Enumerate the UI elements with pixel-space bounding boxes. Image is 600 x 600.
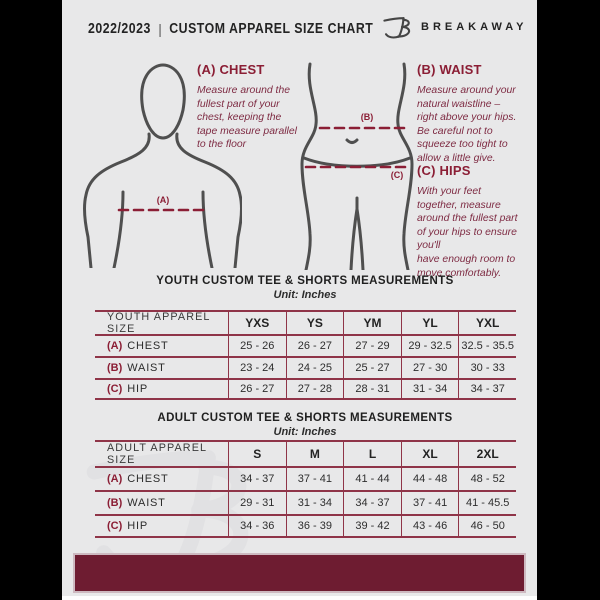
- row-key: (B): [107, 497, 123, 509]
- youth-table-unit: Unit: Inches: [273, 289, 337, 301]
- table-cell: 34 - 37: [228, 466, 286, 490]
- youth-size-label-header: YOUTH APPAREL SIZE: [95, 310, 228, 335]
- chest-section-heading: (A) CHEST: [197, 62, 265, 77]
- row-key: (A): [107, 340, 123, 352]
- adult-size-col-header: L: [343, 440, 401, 466]
- table-cell: 34 - 37: [458, 378, 516, 400]
- table-cell: 37 - 41: [285, 466, 344, 490]
- adult-size-col-header: XL: [400, 440, 459, 466]
- adult-table-unit: Unit: Inches: [273, 426, 337, 438]
- table-cell: 25 - 27: [343, 356, 401, 378]
- youth-size-col-header: YS: [285, 310, 344, 334]
- adult-size-label-header: ADULT APPAREL SIZE: [95, 440, 228, 466]
- table-cell: 27 - 30: [400, 356, 459, 378]
- table-cell: 41 - 45.5: [458, 490, 516, 514]
- table-cell: 29 - 31: [228, 490, 286, 514]
- youth-size-table: YOUTH APPAREL SIZE YXS YS YM YL YXL (A) …: [95, 310, 516, 400]
- row-label: WAIST: [127, 497, 166, 509]
- table-cell: 28 - 31: [343, 378, 401, 400]
- table-cell: 39 - 42: [343, 514, 401, 538]
- youth-hip-row-label: (C) HIP: [95, 378, 228, 400]
- footer-bar: [73, 553, 526, 593]
- table-cell: 25 - 26: [228, 334, 286, 356]
- adult-waist-row-label: (B) WAIST: [95, 490, 228, 514]
- table-cell: 36 - 39: [285, 514, 344, 538]
- table-cell: 34 - 37: [343, 490, 401, 514]
- table-cell: 27 - 29: [343, 334, 401, 356]
- row-label: CHEST: [127, 340, 169, 352]
- youth-waist-row-label: (B) WAIST: [95, 356, 228, 378]
- header-year: 2022/2023: [88, 21, 151, 37]
- brand-name: BREAKAWAY: [421, 21, 528, 33]
- row-key: (C): [107, 520, 123, 532]
- table-cell: 24 - 25: [285, 356, 344, 378]
- youth-size-col-header: YL: [400, 310, 459, 334]
- table-cell: 46 - 50: [458, 514, 516, 538]
- table-cell: 32.5 - 35.5: [458, 334, 516, 356]
- table-cell: 41 - 44: [343, 466, 401, 490]
- adult-chest-row-label: (A) CHEST: [95, 466, 228, 490]
- waist-section-body: Measure around your natural waistline – …: [417, 85, 517, 164]
- adult-size-col-header: S: [228, 440, 286, 466]
- hips-section-heading: (C) HIPS: [417, 163, 471, 178]
- row-label: HIP: [127, 383, 149, 395]
- adult-hip-row-label: (C) HIP: [95, 514, 228, 538]
- breakaway-logo-icon: [383, 17, 411, 39]
- torso-figure: [83, 63, 242, 268]
- waist-section-heading: (B) WAIST: [417, 62, 482, 77]
- youth-size-col-header: YXL: [458, 310, 516, 334]
- row-label: CHEST: [127, 473, 169, 485]
- row-label: WAIST: [127, 362, 166, 374]
- table-cell: 23 - 24: [228, 356, 286, 378]
- bottom-edge-strip: [62, 596, 537, 600]
- size-chart-document: 2022/2023 | CUSTOM APPAREL SIZE CHART BR…: [62, 0, 537, 600]
- youth-size-col-header: YM: [343, 310, 401, 334]
- row-key: (A): [107, 473, 123, 485]
- hips-marker-label: (C): [390, 170, 404, 180]
- table-cell: 30 - 33: [458, 356, 516, 378]
- table-cell: 26 - 27: [228, 378, 286, 400]
- youth-size-col-header: YXS: [228, 310, 286, 334]
- table-cell: 29 - 32.5: [400, 334, 459, 356]
- table-cell: 26 - 27: [285, 334, 344, 356]
- brand-block: BREAKAWAY: [382, 12, 528, 42]
- hips-section-body: With your feet together, measure around …: [417, 186, 518, 279]
- youth-chest-row-label: (A) CHEST: [95, 334, 228, 356]
- row-key: (C): [107, 383, 123, 395]
- youth-table-title: YOUTH CUSTOM TEE & SHORTS MEASUREMENTS: [156, 275, 454, 287]
- row-label: HIP: [127, 520, 149, 532]
- chest-section-body: Measure around the fullest part of your …: [197, 85, 297, 151]
- table-cell: 27 - 28: [285, 378, 344, 400]
- adult-table-title: ADULT CUSTOM TEE & SHORTS MEASUREMENTS: [157, 412, 453, 424]
- table-cell: 43 - 46: [400, 514, 459, 538]
- table-cell: 31 - 34: [400, 378, 459, 400]
- table-cell: 48 - 52: [458, 466, 516, 490]
- chest-marker-label: (A): [156, 195, 170, 205]
- table-cell: 34 - 36: [228, 514, 286, 538]
- adult-size-col-header: 2XL: [458, 440, 516, 466]
- table-cell: 31 - 34: [285, 490, 344, 514]
- adult-size-col-header: M: [285, 440, 344, 466]
- lower-body-figure: [300, 62, 414, 270]
- page-title: CUSTOM APPAREL SIZE CHART: [169, 21, 374, 37]
- table-cell: 44 - 48: [400, 466, 459, 490]
- header: 2022/2023 | CUSTOM APPAREL SIZE CHART: [88, 21, 373, 37]
- header-divider: |: [158, 21, 162, 37]
- table-cell: 37 - 41: [400, 490, 459, 514]
- adult-size-table: ADULT APPAREL SIZE S M L XL 2XL (A) CHES…: [95, 440, 516, 538]
- waist-marker-label: (B): [360, 112, 374, 122]
- row-key: (B): [107, 362, 123, 374]
